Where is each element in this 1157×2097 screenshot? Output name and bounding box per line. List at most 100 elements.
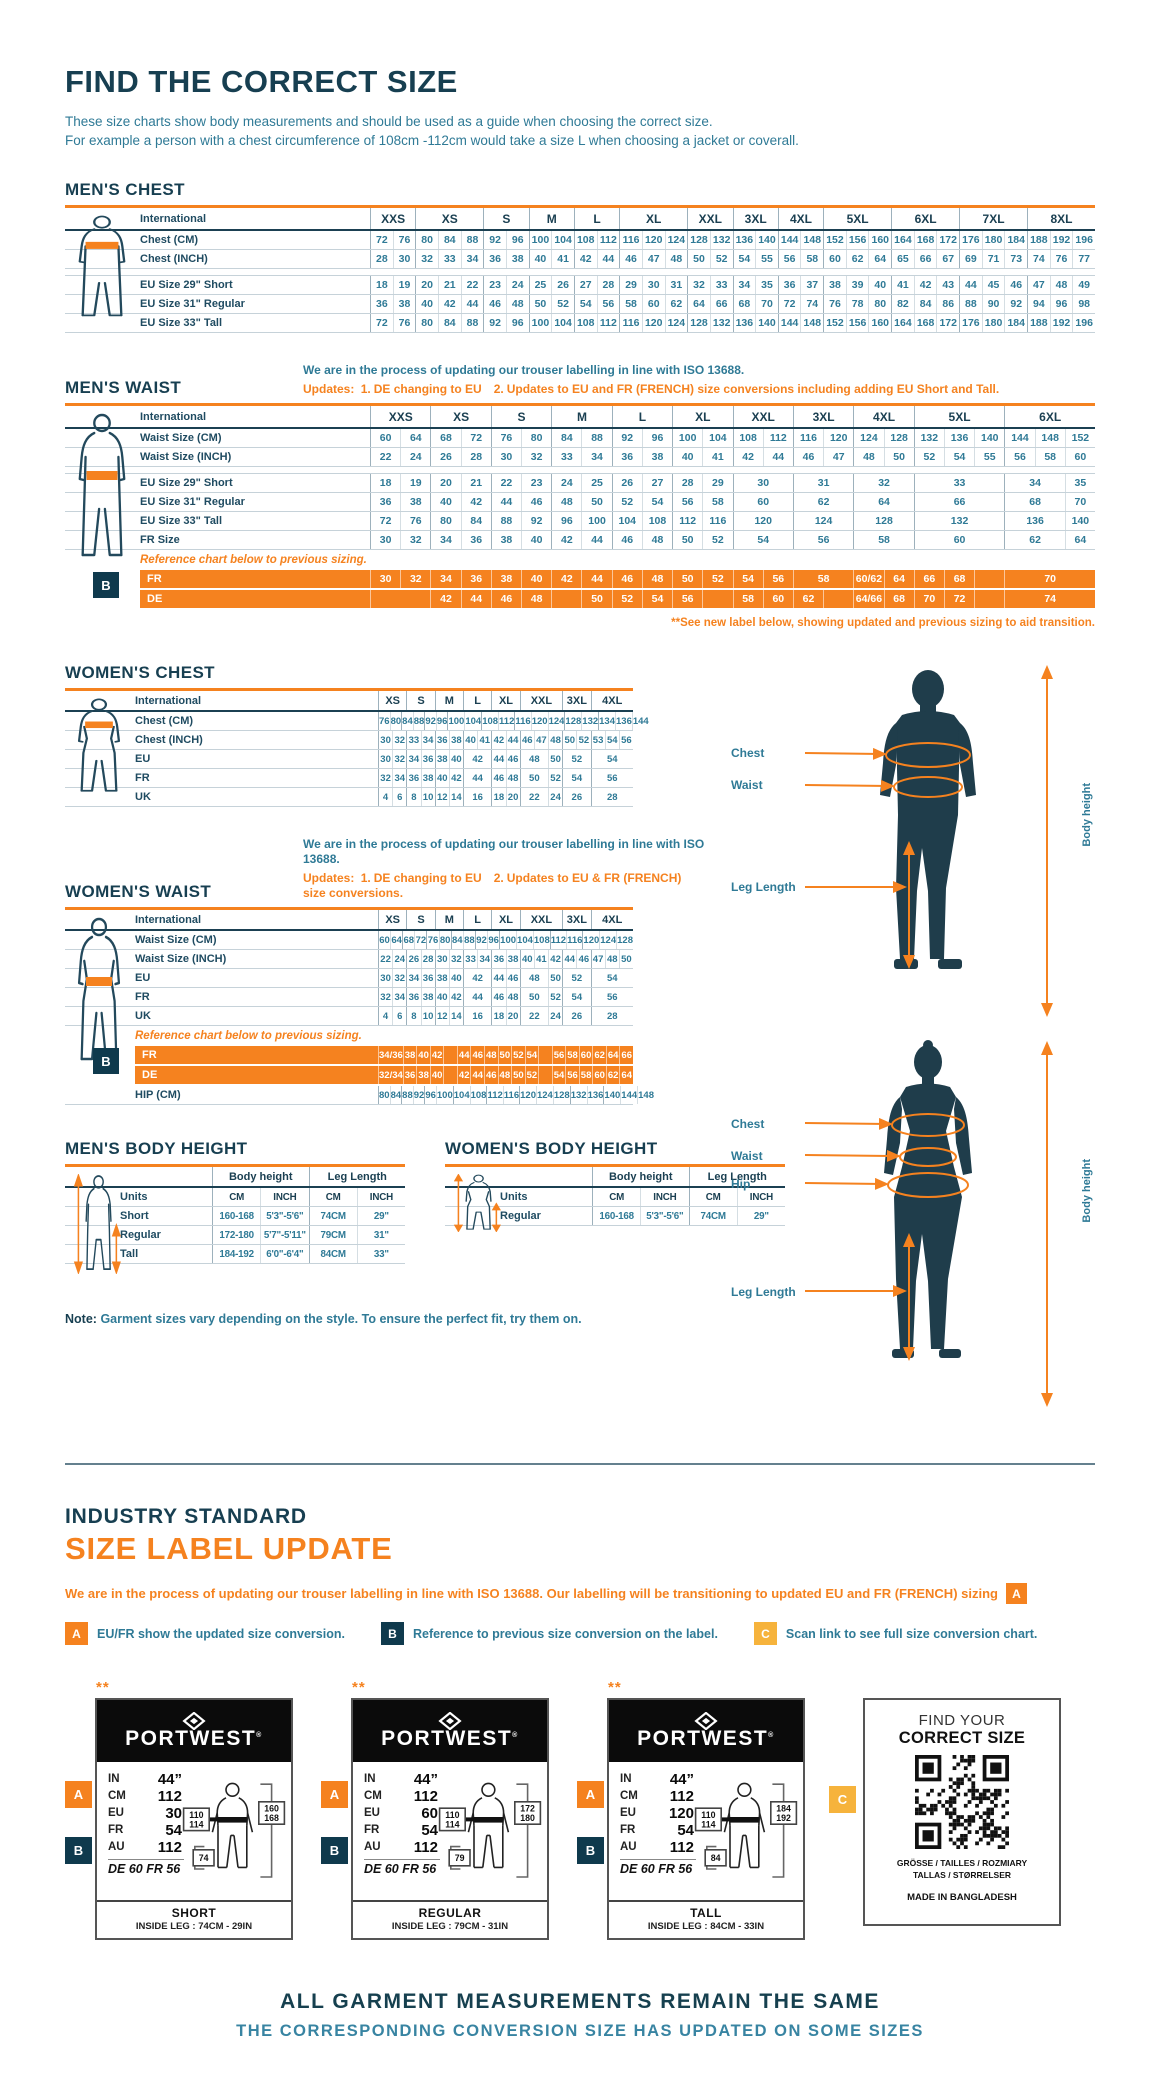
row-label: EU Size 31" Regular	[140, 298, 245, 310]
table-row: FR Size 30 32 34 36 38 40 42 44 46 48 50 52 54 56 58 60 6…	[65, 531, 1095, 550]
size-cell: 172	[936, 314, 959, 332]
size-cell: 40	[672, 448, 702, 466]
size-cell: 55	[974, 448, 1004, 466]
size-cell: 40	[868, 276, 891, 294]
row-label: EU	[135, 753, 151, 765]
made-in-text: MADE IN BANGLADESH	[907, 1892, 1017, 1903]
size-cell: 38	[490, 531, 521, 549]
size-cell: 156	[845, 231, 869, 249]
size-cell: 140	[974, 429, 1004, 447]
size-cell: 120	[732, 512, 793, 530]
size-cell: 60	[370, 429, 400, 447]
row-label: Chest (CM)	[140, 234, 199, 246]
size-cell: 48	[551, 493, 581, 511]
size-cell: 140	[1064, 512, 1095, 530]
row-label: Units	[120, 1191, 148, 1203]
table-row: FR 32 34 36 38 40 42 44 46 48 50 52 54 56	[65, 988, 633, 1007]
size-cell: 64	[400, 429, 430, 447]
size-cell	[974, 590, 1005, 608]
size-cell	[443, 1046, 457, 1064]
male-height-figure-icon	[73, 1174, 121, 1274]
size-cell: 96	[435, 712, 447, 730]
badge-a-icon: A	[1005, 1583, 1027, 1604]
size-cell: 44	[491, 750, 505, 768]
size-cell: 128	[687, 314, 710, 332]
size-cell: 31"	[356, 1226, 405, 1244]
size-cell: 100	[528, 314, 552, 332]
qr-code	[915, 1755, 1009, 1849]
row-label: Chest (INCH)	[135, 734, 203, 746]
size-cell: 120	[641, 314, 665, 332]
mens-chest-table: International XXS XS S M L XL XXL 3XL 4XL 5XL 6XL 7X…	[65, 205, 1095, 333]
svg-text:110: 110	[189, 1810, 203, 1820]
size-cell: CM	[308, 1188, 357, 1206]
size-cell: 52	[548, 769, 562, 787]
size-cell: 116	[619, 314, 642, 332]
size-cell: 36	[483, 250, 506, 268]
size-cell: 42	[437, 295, 461, 313]
size-cell: 96	[505, 231, 529, 249]
size-cell: 112	[549, 931, 566, 949]
size-cell: 62	[792, 493, 853, 511]
size-cell: 47	[533, 731, 548, 749]
size-cell: 52	[611, 493, 642, 511]
size-cell: 84	[437, 314, 461, 332]
size-cell: 29	[702, 474, 732, 492]
size-cell: 70	[1064, 493, 1095, 511]
size-cell: 128	[883, 429, 914, 447]
size-cell	[974, 570, 1005, 588]
size-cell: 44	[581, 531, 611, 549]
size-cell: 44	[581, 570, 612, 588]
size-cell: 46	[1004, 276, 1027, 294]
size-cell: 64	[868, 250, 891, 268]
size-cell: 128	[564, 712, 581, 730]
size-cell: 8	[406, 1007, 420, 1025]
svg-text:168: 168	[264, 1813, 279, 1823]
table-row: Waist Size (CM) 60 64 68 72 76 80 84 88 92 96 100 10…	[65, 429, 1095, 448]
size-cell: 72	[460, 429, 491, 447]
size-cell: 104	[702, 429, 732, 447]
woman-silhouette	[804, 1040, 1053, 1407]
size-cell: 44	[463, 769, 491, 787]
body-height-label: Body height	[1081, 783, 1093, 847]
size-cell: 112	[498, 712, 514, 730]
size-cell: 52	[702, 570, 733, 588]
column-header: 3XL	[792, 406, 853, 427]
brand-name: PORTWEST®	[381, 1726, 519, 1750]
size-cell: 52	[611, 590, 642, 608]
garment-label: PORTWEST® IN 44” CM 112 EU 60 FR 54 AU 112 DE 60 FR…	[351, 1698, 549, 1940]
column-header: S	[406, 910, 434, 929]
svg-text:184: 184	[776, 1803, 791, 1813]
legend-item-b: B Reference to previous size conversion …	[380, 1622, 718, 1645]
column-header: 8XL	[1027, 208, 1095, 229]
column-header: Body height	[212, 1167, 309, 1186]
badge-a-icon: A	[65, 1781, 92, 1808]
svg-text:74: 74	[199, 1853, 209, 1863]
size-cell: 92	[611, 429, 642, 447]
size-cell: 48	[641, 531, 672, 549]
size-cell: 74CM	[688, 1207, 737, 1225]
size-cell: 36	[460, 531, 491, 549]
size-cell: 68	[943, 570, 975, 588]
size-cell: 62	[1004, 531, 1064, 549]
size-cell: 152	[823, 314, 846, 332]
column-header: 3XL	[562, 910, 590, 929]
column-header: 4XL	[590, 910, 634, 929]
column-header: M	[551, 406, 611, 427]
size-cell: 24	[400, 448, 430, 466]
size-cell: 70	[913, 590, 944, 608]
size-cell: 88	[460, 231, 484, 249]
size-cell: 84	[437, 231, 461, 249]
row-label: EU Size 29" Short	[140, 477, 233, 489]
size-cell: 88	[412, 712, 424, 730]
row-label: Waist Size (CM)	[135, 934, 217, 946]
size-cell: 120	[530, 712, 548, 730]
column-header: 6XL	[891, 208, 959, 229]
size-cell: 62	[605, 1066, 620, 1084]
size-cell: 46	[576, 950, 590, 968]
size-cell: 192	[1049, 314, 1073, 332]
size-cell: 192	[1049, 231, 1073, 249]
chest-label: Chest	[731, 746, 765, 760]
size-cell: 46	[490, 590, 522, 608]
size-cell: 42	[551, 531, 581, 549]
